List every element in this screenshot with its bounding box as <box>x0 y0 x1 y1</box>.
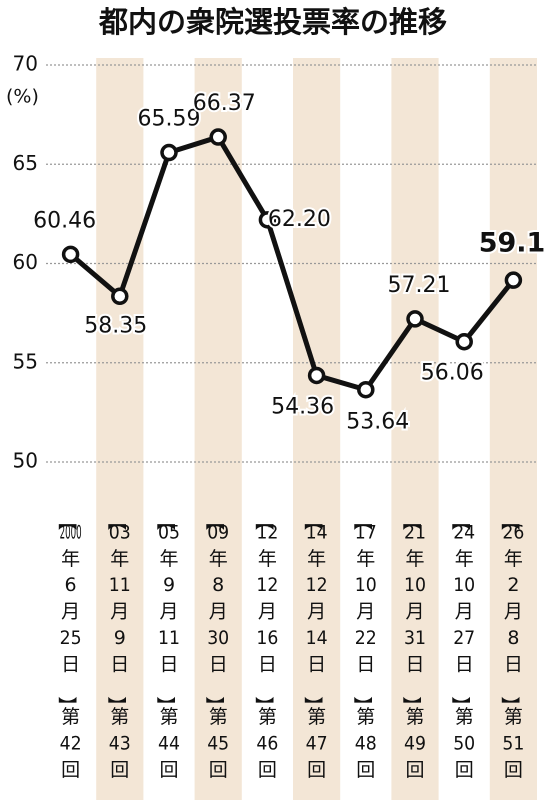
x-tick-label: 【14 年 12 月 14 日】第 47 回 <box>302 512 328 781</box>
data-label: 57.21 <box>388 273 451 298</box>
point <box>61 245 80 264</box>
data-label: 59.16 <box>479 228 546 259</box>
x-tick-label: 【2000 年 6 月 25 日】第 42 回 <box>56 512 82 781</box>
data-label: 65.59 <box>138 107 201 132</box>
point <box>258 211 277 229</box>
x-tick-label: 【09 年 8 月 30 日】第 45 回 <box>204 512 230 781</box>
point <box>307 366 326 385</box>
x-tick-label: 【05 年 9 月 11 日】第 44 回 <box>154 512 180 781</box>
line <box>68 134 516 393</box>
x-tick-label: 【12 年 12 月 16 日】第 46 回 <box>253 512 279 781</box>
point <box>209 128 227 146</box>
point <box>504 271 523 289</box>
x-tick-label: 【03 年 11 月 9 日】第 43 回 <box>105 512 131 781</box>
data-label: 60.46 <box>33 208 96 233</box>
column-stripe <box>194 58 242 800</box>
point <box>111 287 129 306</box>
data-label: 54.36 <box>271 394 334 419</box>
column-stripe <box>293 58 341 800</box>
y-axis-label: (%) <box>6 86 39 108</box>
column-stripe <box>391 58 439 800</box>
data-label: 66.37 <box>193 91 256 116</box>
x-tick-label: 【24 年 10 月 27 日】第 50 回 <box>450 512 476 781</box>
point <box>160 143 178 162</box>
point <box>406 310 424 328</box>
data-label: 58.35 <box>84 313 147 338</box>
y-tick-label: 70 <box>13 52 38 76</box>
x-tick-label: 【21 年 10 月 31 日】第 49 回 <box>400 512 426 781</box>
point <box>357 380 375 399</box>
data-label: 56.06 <box>421 361 484 386</box>
x-tick-label: 【26 年 2 月 8 日】第 51 回 <box>499 512 525 781</box>
y-tick-label: 50 <box>13 449 38 473</box>
column-stripe <box>489 58 537 800</box>
y-tick-label: 65 <box>13 151 38 175</box>
data-label: 53.64 <box>346 410 409 435</box>
x-tick-label: 【17 年 10 月 22 日】第 48 回 <box>351 512 377 781</box>
data-label: 62.20 <box>268 207 331 232</box>
y-tick-label: 60 <box>13 250 38 274</box>
point <box>455 332 473 351</box>
chart-title: 都内の衆院選投票率の推移 <box>98 5 447 39</box>
y-tick-label: 55 <box>13 349 38 373</box>
column-stripe <box>96 58 144 800</box>
